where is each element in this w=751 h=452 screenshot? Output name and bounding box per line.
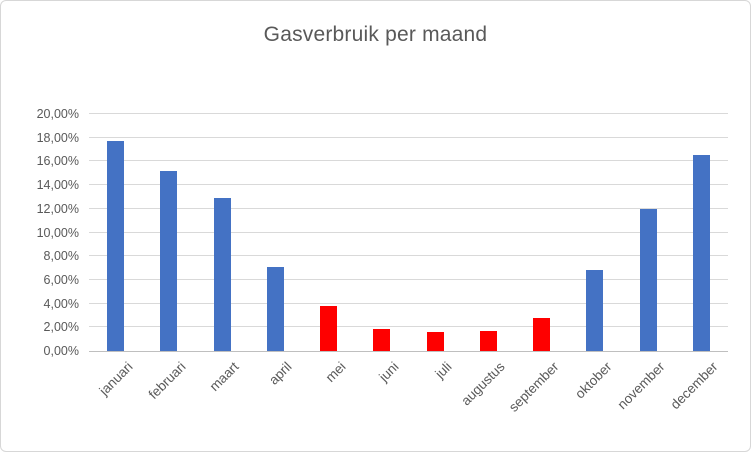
y-axis-tick-label: 0,00% <box>43 344 79 358</box>
plot-area <box>89 113 728 352</box>
x-axis-category-label: mei <box>322 359 349 385</box>
gridline <box>89 326 728 328</box>
gridline <box>89 184 728 186</box>
gridline <box>89 302 728 304</box>
y-axis-tick-label: 12,00% <box>36 201 79 216</box>
bar-september[interactable] <box>533 317 551 351</box>
gridline <box>89 136 728 138</box>
bar-maart[interactable] <box>213 198 231 351</box>
bar-april[interactable] <box>266 266 284 351</box>
bar-januari[interactable] <box>107 141 125 351</box>
gridline <box>89 207 728 209</box>
bar-juli[interactable] <box>426 332 444 351</box>
bar-augustus[interactable] <box>479 330 497 351</box>
y-axis-tick-label: 10,00% <box>36 225 79 240</box>
x-axis-category-label: februari <box>145 359 189 402</box>
gridline <box>89 113 728 114</box>
bar-februari[interactable] <box>160 170 178 351</box>
chart-title: Gasverbruik per maand <box>263 23 488 46</box>
x-axis-category-label: maart <box>206 359 242 395</box>
y-axis-tick-label: 14,00% <box>36 178 79 193</box>
y-axis-tick-label: 18,00% <box>36 130 79 145</box>
x-axis-category-label: juli <box>432 359 455 382</box>
y-axis-tick-label: 6,00% <box>43 272 79 287</box>
x-axis-category-label: januari <box>95 359 136 399</box>
bar-december[interactable] <box>692 155 710 351</box>
bar-oktober[interactable] <box>586 270 604 351</box>
gridline <box>89 278 728 280</box>
x-axis-category-label: november <box>614 359 668 413</box>
y-axis-tick-label: 4,00% <box>43 296 79 311</box>
gridline <box>89 231 728 233</box>
x-axis-category-label: juni <box>376 359 402 385</box>
x-axis-category-label: december <box>667 359 721 413</box>
x-axis-category-label: oktober <box>572 359 615 402</box>
y-axis-tick-label: 8,00% <box>43 249 79 264</box>
gridline <box>89 255 728 257</box>
bar-november[interactable] <box>639 208 657 351</box>
y-axis-tick-label: 20,00% <box>36 107 79 121</box>
x-axis-category-label: augustus <box>458 359 508 409</box>
x-axis-line <box>89 351 728 352</box>
x-axis-category-label: september <box>505 359 562 415</box>
y-axis-tick-label: 2,00% <box>43 320 79 335</box>
bar-juni[interactable] <box>373 328 391 351</box>
y-axis-tick-label: 16,00% <box>36 154 79 169</box>
gridline <box>89 160 728 162</box>
bar-mei[interactable] <box>320 305 338 351</box>
x-axis-category-label: april <box>266 359 295 388</box>
